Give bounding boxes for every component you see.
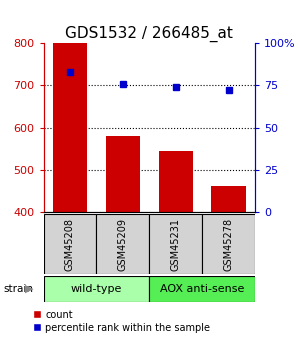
Bar: [44, 214, 96, 274]
Bar: [158, 151, 193, 212]
Bar: [149, 276, 255, 302]
Bar: [106, 136, 140, 212]
Text: GSM45208: GSM45208: [65, 218, 75, 270]
Text: GSM45209: GSM45209: [118, 218, 128, 270]
Bar: [44, 276, 149, 302]
Title: GDS1532 / 266485_at: GDS1532 / 266485_at: [65, 26, 233, 42]
Bar: [53, 43, 87, 212]
Bar: [212, 186, 246, 212]
Bar: [149, 214, 202, 274]
Text: strain: strain: [3, 284, 33, 294]
Bar: [202, 214, 255, 274]
Text: AOX anti-sense: AOX anti-sense: [160, 284, 244, 294]
Text: GSM45278: GSM45278: [224, 218, 234, 270]
Legend: count, percentile rank within the sample: count, percentile rank within the sample: [33, 310, 210, 333]
Bar: [96, 214, 149, 274]
Text: ▶: ▶: [25, 284, 33, 294]
Text: wild-type: wild-type: [71, 284, 122, 294]
Text: GSM45231: GSM45231: [171, 218, 181, 270]
